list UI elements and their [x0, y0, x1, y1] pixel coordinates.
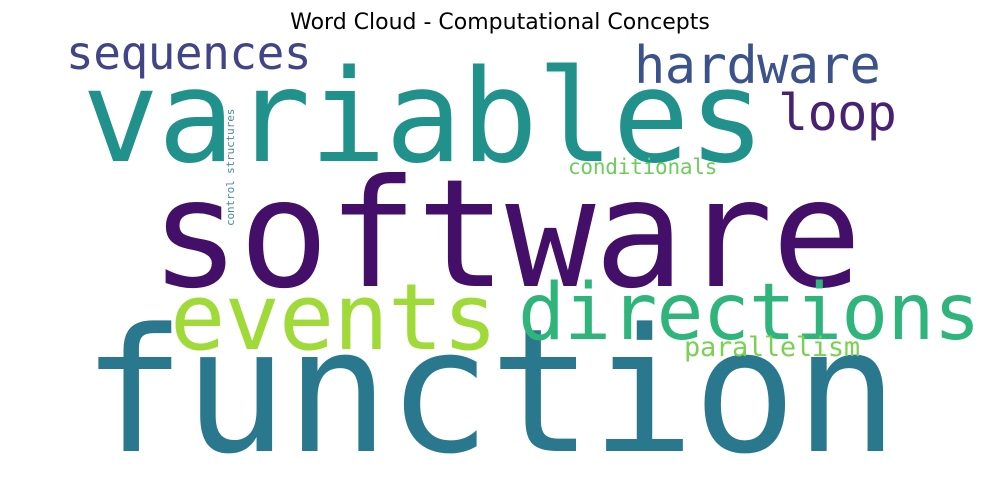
word-variables: variables	[82, 43, 765, 192]
word-control-structures: control structures	[224, 108, 237, 226]
word-conditionals: conditionals	[568, 155, 718, 179]
word-loop: loop	[778, 84, 897, 142]
word-parallelism: parallelism	[684, 332, 860, 363]
word-function: function	[82, 291, 898, 492]
word-sequences: sequences	[66, 26, 312, 80]
word-hardware: hardware	[634, 36, 881, 96]
word-software: software	[150, 148, 862, 322]
chart-title: Word Cloud - Computational Concepts	[290, 10, 710, 35]
word-events: events	[170, 264, 498, 371]
word-directions: directions	[518, 268, 981, 358]
